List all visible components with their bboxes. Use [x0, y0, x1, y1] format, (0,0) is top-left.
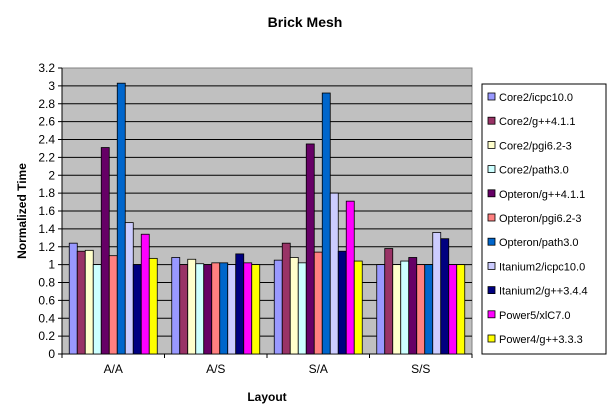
legend-label: Core2/path3.0 — [499, 165, 569, 177]
y-tick-label: 0.2 — [38, 329, 55, 343]
legend-label: Opteron/path3.0 — [499, 237, 579, 249]
bar — [124, 222, 134, 355]
y-tick-label: 1.2 — [38, 240, 55, 254]
bar — [305, 143, 315, 355]
legend-swatch — [487, 261, 496, 270]
legend-label: Power4/g++3.3.3 — [499, 334, 583, 346]
bar — [140, 233, 150, 355]
bar — [92, 264, 102, 355]
bar — [68, 242, 78, 355]
y-axis-label: Normalized Time — [15, 163, 29, 259]
legend-label: Opteron/g++4.1.1 — [499, 189, 585, 201]
legend-label: Opteron/pgi6.2-3 — [499, 213, 582, 225]
bar — [376, 264, 386, 355]
bar — [384, 248, 394, 355]
legend: Core2/icpc10.0 Core2/g++4.1.1 Core2/pgi6.2… — [481, 83, 607, 355]
y-tick-label: 0.8 — [38, 276, 55, 290]
legend-swatch — [487, 310, 496, 319]
legend-swatch — [487, 116, 496, 125]
legend-swatch — [487, 189, 496, 198]
bar — [219, 262, 229, 355]
y-tick-label: 3 — [48, 79, 55, 93]
bar — [108, 255, 118, 355]
y-tick-label: 2.4 — [38, 133, 55, 147]
legend-box — [481, 83, 607, 355]
y-tick-label: 3.2 — [38, 61, 55, 75]
y-tick-label: 2.6 — [38, 115, 55, 129]
y-tick-label: 0.4 — [38, 311, 55, 325]
bar — [440, 238, 450, 355]
bar — [273, 259, 283, 355]
bar — [313, 251, 323, 355]
bar — [203, 264, 213, 355]
legend-label: Itanium2/icpc10.0 — [499, 261, 585, 273]
bar — [211, 262, 221, 355]
x-tick-label: S/A — [309, 362, 328, 376]
legend-swatch — [487, 334, 496, 343]
y-tick-label: 1.6 — [38, 204, 55, 218]
bar — [76, 250, 86, 355]
legend-label: Itanium2/g++3.4.4 — [499, 286, 588, 298]
bar — [171, 257, 181, 355]
bar — [235, 253, 245, 355]
legend-swatch — [487, 140, 496, 149]
plot-area: 0 0.2 0.4 0.6 0.8 1 1.2 1.4 1.6 1.8 2 2.2 2.4 2.6 2.8 3… — [38, 61, 473, 376]
bar — [243, 262, 253, 355]
bar — [432, 232, 442, 355]
bar — [392, 264, 402, 355]
bar — [84, 249, 94, 355]
chart-title: Brick Mesh — [268, 14, 343, 30]
y-tick-label: 2.8 — [38, 97, 55, 111]
legend-label: Core2/pgi6.2-3 — [499, 140, 572, 152]
bar — [353, 260, 363, 355]
bar — [179, 264, 189, 355]
bar — [424, 264, 434, 355]
bar — [297, 262, 307, 355]
y-tick-label: 1.4 — [38, 222, 55, 236]
bar — [281, 242, 291, 355]
y-tick-label: 2.2 — [38, 150, 55, 164]
y-tick-label: 2 — [48, 168, 55, 182]
legend-swatch — [487, 237, 496, 246]
bar — [195, 263, 205, 355]
y-tick-label: 0.6 — [38, 293, 55, 307]
bar — [400, 260, 410, 355]
y-tick-label: 1 — [48, 258, 55, 272]
bar — [337, 250, 347, 355]
legend-label: Power5/xlC7.0 — [499, 310, 571, 322]
y-tick-label: 0 — [48, 347, 55, 361]
x-tick-label: A/A — [104, 362, 123, 376]
bar — [456, 264, 466, 355]
legend-swatch — [487, 213, 496, 222]
x-tick-label: A/S — [206, 362, 225, 376]
legend-label: Core2/g++4.1.1 — [499, 116, 575, 128]
bar — [148, 257, 158, 355]
bar — [251, 264, 261, 355]
bar — [116, 82, 126, 355]
bar — [289, 257, 299, 355]
bar — [227, 264, 237, 355]
y-tick-label: 1.8 — [38, 186, 55, 200]
bar — [448, 264, 458, 355]
bar — [321, 92, 331, 355]
bar — [416, 264, 426, 355]
legend-label: Core2/icpc10.0 — [499, 92, 573, 104]
bar — [408, 257, 418, 355]
legend-swatch — [487, 165, 496, 174]
bar — [329, 192, 339, 355]
x-axis-label: Layout — [247, 390, 286, 404]
legend-swatch — [487, 92, 496, 101]
bar — [132, 264, 142, 355]
bar — [345, 200, 355, 355]
bar — [100, 147, 110, 355]
x-tick-label: S/S — [411, 362, 430, 376]
legend-swatch — [487, 286, 496, 295]
bar — [187, 258, 197, 355]
